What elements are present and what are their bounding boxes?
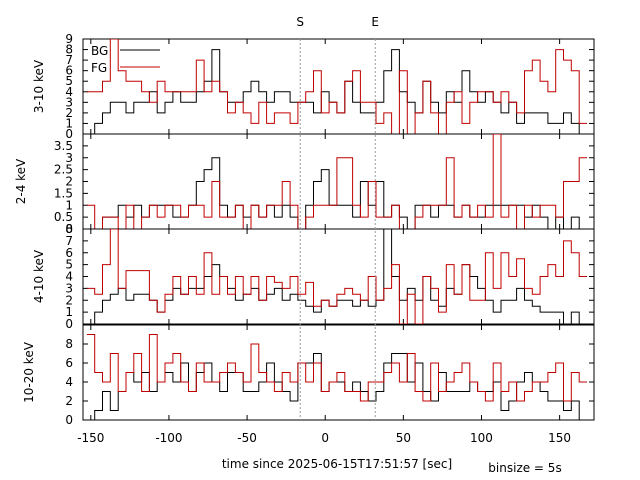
y-tick-label: 5 [65, 74, 73, 88]
y-tick-label: 1.5 [54, 186, 73, 200]
legend: BG FG [91, 44, 160, 75]
y-tick-label: 3.5 [54, 139, 73, 153]
x-tick-label: 0 [321, 431, 329, 445]
legend-label-bg: BG [91, 44, 108, 58]
y-tick-label: 2 [65, 175, 73, 189]
y-tick-label: 8 [65, 222, 73, 236]
y-tick-label: 0 [65, 127, 73, 141]
series-fg-step [86, 334, 587, 402]
y-tick-label: 3 [65, 151, 73, 165]
legend-label-fg: FG [91, 61, 107, 75]
x-tick-label: 150 [548, 431, 571, 445]
panel-2: 00.511.522.533.5 2-4 keV [14, 133, 595, 236]
panel-frame [82, 38, 595, 135]
y-tick-label: 9 [65, 32, 73, 46]
y-tick-label: 5 [65, 258, 73, 272]
panel-frame [82, 324, 595, 421]
y-tick-label: 7 [65, 53, 73, 67]
x-tick-label: -50 [237, 431, 257, 445]
y-tick-label: 1 [65, 305, 73, 319]
y-tick-label: 4 [65, 270, 73, 284]
marker-label-s: S [296, 15, 304, 29]
y-tick-label: 0 [65, 317, 73, 331]
x-tick-label: 50 [396, 431, 411, 445]
panel-ylabel: 4-10 keV [32, 249, 46, 303]
panel-ylabel: 3-10 keV [32, 59, 46, 113]
x-tick-label: -100 [155, 431, 182, 445]
y-tick-label: 1 [65, 116, 73, 130]
y-tick-label: 4 [65, 375, 73, 389]
y-tick-label: 6 [65, 246, 73, 260]
y-tick-label: 2 [65, 106, 73, 120]
y-tick-label: 8 [65, 43, 73, 57]
panel-frame [82, 133, 595, 230]
series-fg-step [86, 134, 587, 229]
y-tick-label: 0 [65, 222, 73, 236]
y-tick-label: 2 [65, 394, 73, 408]
panel-frame [82, 228, 595, 325]
y-tick-label: 6 [65, 356, 73, 370]
y-tick-label: 0.5 [54, 210, 73, 224]
binsize-note: binsize = 5s [488, 461, 561, 475]
y-tick-label: 1 [65, 198, 73, 212]
panel-ylabel: 10-20 keV [22, 341, 36, 403]
x-tick-label: -150 [77, 431, 104, 445]
y-tick-label: 2.5 [54, 163, 73, 177]
series-bg-step [86, 157, 587, 229]
marker-label-e: E [371, 15, 379, 29]
y-tick-label: 4 [65, 85, 73, 99]
series-bg-step [86, 49, 587, 134]
y-tick-label: 7 [65, 234, 73, 248]
x-axis-title: time since 2025-06-15T17:51:57 [sec] [222, 457, 452, 471]
y-tick-label: 3 [65, 281, 73, 295]
x-tick-label: 100 [470, 431, 493, 445]
series-bg-step [86, 353, 587, 420]
y-tick-label: 0 [65, 413, 73, 427]
panel-4: 0 2 4 6 8 10-20 keV [22, 324, 595, 427]
x-axis: -150 -100 -50 0 50 100 150 [77, 431, 571, 445]
y-tick-label: 8 [65, 337, 73, 351]
y-tick-label: 6 [65, 64, 73, 78]
panel-ylabel: 2-4 keV [14, 158, 28, 204]
series-fg-step [86, 229, 587, 324]
y-tick-label: 3 [65, 95, 73, 109]
y-tick-label: 2 [65, 293, 73, 307]
series-fg-step [86, 39, 587, 134]
